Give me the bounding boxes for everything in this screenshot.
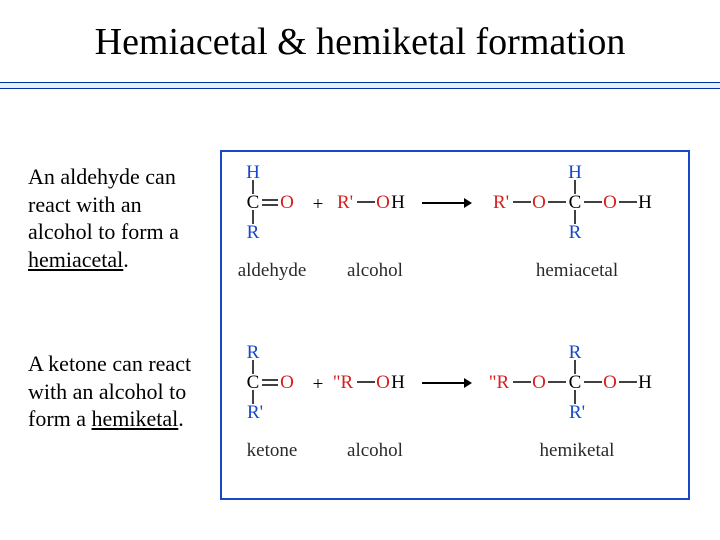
r1-hemi-Hright: H — [637, 192, 653, 214]
r1-hemi-O1: O — [531, 192, 547, 214]
r1-hemi-Rp: R' — [490, 192, 512, 214]
r2-ketone-Rp: R' — [244, 402, 266, 424]
r1-alcohol-O: O — [375, 192, 391, 214]
r1-aldehyde-label: aldehyde — [222, 260, 322, 282]
r1-alcohol-label: alcohol — [330, 260, 420, 282]
r2-hemi-Rp: R' — [566, 402, 588, 424]
p2-tail: . — [178, 406, 184, 431]
r1-hemi-O2: O — [602, 192, 618, 214]
reaction-diagram-box: H C O R aldehyde + R' O H alcohol R' O H… — [220, 150, 690, 500]
r1-hemi-label: hemiacetal — [512, 260, 642, 282]
r2-ketone-O: O — [278, 372, 296, 394]
r2-arrow-icon — [422, 376, 472, 390]
r1-alcohol-H: H — [390, 192, 406, 214]
r2-hemi-O1: O — [531, 372, 547, 394]
r2-hemi-bond-CO2 — [584, 381, 602, 383]
r1-arrow-icon — [422, 196, 472, 210]
r2-alcohol-bond-RO — [357, 381, 375, 383]
r2-hemi-Rpp: "R — [486, 372, 512, 394]
r1-hemi-bond-OC — [548, 201, 566, 203]
r1-hemi-bond-RpO — [513, 201, 531, 203]
r1-hemi-R: R — [566, 222, 584, 244]
r2-alcohol-H: H — [390, 372, 406, 394]
r2-hemi-bond-OC — [548, 381, 566, 383]
r2-hemi-O2: O — [602, 372, 618, 394]
r2-plus: + — [310, 374, 326, 396]
r2-ketone-label: ketone — [222, 440, 322, 462]
r2-hemi-label: hemiketal — [512, 440, 642, 462]
r2-alcohol-Rpp: "R — [330, 372, 356, 394]
paragraph-hemiacetal: An aldehyde can react with an alcohol to… — [28, 163, 208, 273]
r2-alcohol-O: O — [375, 372, 391, 394]
r2-hemi-bond-OH — [619, 381, 637, 383]
r2-alcohol-label: alcohol — [330, 440, 420, 462]
r1-hemi-bond-CO2 — [584, 201, 602, 203]
p1-tail: . — [123, 247, 129, 272]
r2-hemi-H: H — [637, 372, 653, 394]
title-underline — [0, 82, 720, 89]
r1-aldehyde-O: O — [278, 192, 296, 214]
r1-plus: + — [310, 194, 326, 216]
r1-aldehyde-bond-CO — [262, 198, 278, 208]
r1-aldehyde-R: R — [244, 222, 262, 244]
r2-ketone-bond-CO — [262, 378, 278, 388]
p1-text: An aldehyde can react with an alcohol to… — [28, 164, 179, 244]
r1-hemi-bond-OH — [619, 201, 637, 203]
paragraph-hemiketal: A ketone can react with an alcohol to fo… — [28, 350, 208, 433]
r2-hemi-bond-RppO — [513, 381, 531, 383]
p2-keyword: hemiketal — [92, 406, 179, 431]
slide-title: Hemiacetal & hemiketal formation — [0, 20, 720, 64]
r1-alcohol-bond-RO — [357, 201, 375, 203]
r1-alcohol-Rp: R' — [334, 192, 356, 214]
p1-keyword: hemiacetal — [28, 247, 123, 272]
